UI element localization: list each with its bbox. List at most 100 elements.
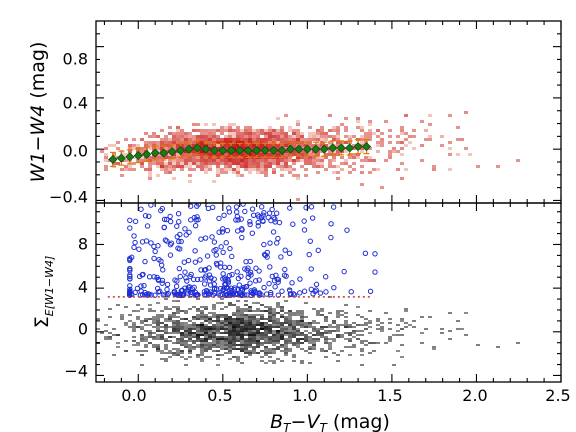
density-bin <box>228 123 232 126</box>
density-bin <box>252 330 256 332</box>
density-bin <box>232 344 236 346</box>
density-bin <box>332 322 336 324</box>
density-bin <box>140 162 144 165</box>
density-bin <box>304 138 308 141</box>
density-bin <box>176 135 180 138</box>
density-bin <box>152 141 156 144</box>
density-bin <box>184 162 188 165</box>
density-bin <box>348 340 352 342</box>
density-bin <box>244 168 248 171</box>
outlier-point <box>142 258 148 265</box>
density-bin <box>320 332 324 334</box>
density-bin <box>268 340 272 342</box>
density-bin <box>344 129 348 132</box>
density-bin <box>280 308 284 310</box>
density-bin <box>304 340 308 342</box>
density-bin <box>336 129 340 132</box>
density-bin <box>260 162 264 165</box>
density-bin <box>132 168 136 171</box>
outlier-point <box>234 290 240 297</box>
density-bin <box>212 162 216 165</box>
density-bin <box>424 328 428 330</box>
density-bin <box>172 354 176 356</box>
density-bin <box>276 312 280 314</box>
density-bin <box>348 354 352 356</box>
density-bin <box>180 338 184 340</box>
density-bin <box>368 326 372 328</box>
density-bin <box>272 132 276 135</box>
density-bin <box>312 156 316 159</box>
density-bin <box>256 318 260 320</box>
density-bin <box>196 338 200 340</box>
outlier-point <box>211 286 218 292</box>
density-bin <box>320 138 324 141</box>
density-bin <box>228 316 232 318</box>
density-bin <box>264 144 268 147</box>
density-bin <box>144 147 148 150</box>
density-bin <box>284 300 288 302</box>
density-bin <box>168 156 172 159</box>
density-bin <box>188 334 192 336</box>
density-bin <box>184 346 188 348</box>
density-bin <box>276 340 280 342</box>
density-bin <box>144 132 148 135</box>
density-bin <box>236 348 240 350</box>
outlier-point <box>218 244 224 250</box>
density-bin <box>104 338 108 340</box>
density-bin <box>228 153 232 156</box>
density-bin <box>184 135 188 138</box>
density-bin <box>228 302 232 304</box>
density-bin <box>412 320 416 322</box>
density-bin <box>300 156 304 159</box>
density-bin <box>264 306 268 308</box>
density-bin <box>268 336 272 338</box>
density-bin <box>192 141 196 144</box>
density-bin <box>168 320 172 322</box>
density-bin <box>260 159 264 162</box>
density-bin <box>244 165 248 168</box>
outlier-point <box>286 287 293 293</box>
density-bin <box>212 312 216 314</box>
density-bin <box>152 346 156 348</box>
density-bin <box>184 138 188 141</box>
density-bin <box>236 334 240 336</box>
density-bin <box>448 312 452 314</box>
density-bin <box>396 141 400 144</box>
density-bin <box>180 350 184 352</box>
density-bin <box>152 336 156 338</box>
density-bin <box>276 141 280 144</box>
outlier-point <box>252 278 259 284</box>
density-bin <box>196 318 200 320</box>
density-bin <box>244 324 248 326</box>
density-bin <box>164 344 168 346</box>
density-bin <box>376 328 380 330</box>
density-bin <box>168 141 172 144</box>
density-bin <box>300 310 304 312</box>
density-bin <box>144 141 148 144</box>
density-bin <box>316 332 320 334</box>
density-bin <box>456 126 460 129</box>
density-bin <box>228 322 232 324</box>
density-bin <box>272 342 276 344</box>
outlier-point <box>243 284 249 290</box>
density-bin <box>188 328 192 330</box>
density-bin <box>208 346 212 348</box>
density-bin <box>228 346 232 348</box>
density-bin <box>196 354 200 356</box>
density-bin <box>204 168 208 171</box>
xtick-label: 0.0 <box>121 386 146 405</box>
density-bin <box>268 316 272 318</box>
density-bin <box>320 310 324 312</box>
density-bin <box>108 316 112 318</box>
density-bin <box>324 135 328 138</box>
density-bin <box>136 350 140 352</box>
density-bin <box>496 346 500 348</box>
density-bin <box>328 346 332 348</box>
density-bin <box>276 132 280 135</box>
density-bin <box>172 320 176 322</box>
density-bin <box>356 306 360 308</box>
density-bin <box>284 320 288 322</box>
top-ytick-label: 0.0 <box>63 142 88 161</box>
density-bin <box>288 340 292 342</box>
density-bin <box>136 316 140 318</box>
